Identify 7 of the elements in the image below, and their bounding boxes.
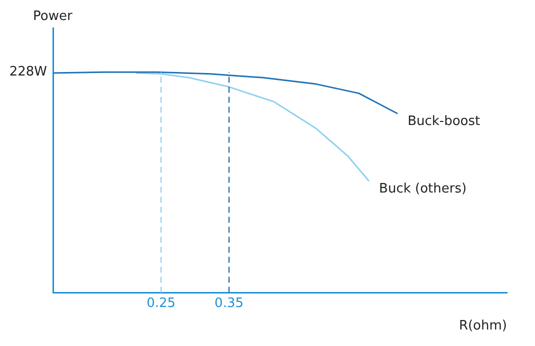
- series-label: Buck-boost: [408, 114, 480, 129]
- text: 228W: [9, 64, 48, 80]
- series-label: Buck (others): [379, 182, 467, 197]
- x-tick-label: 0.35: [214, 296, 244, 311]
- x-tick-label: 0.25: [146, 296, 176, 311]
- x-axis-title: R(ohm): [458, 318, 507, 334]
- y-axis-title: Power: [33, 8, 73, 24]
